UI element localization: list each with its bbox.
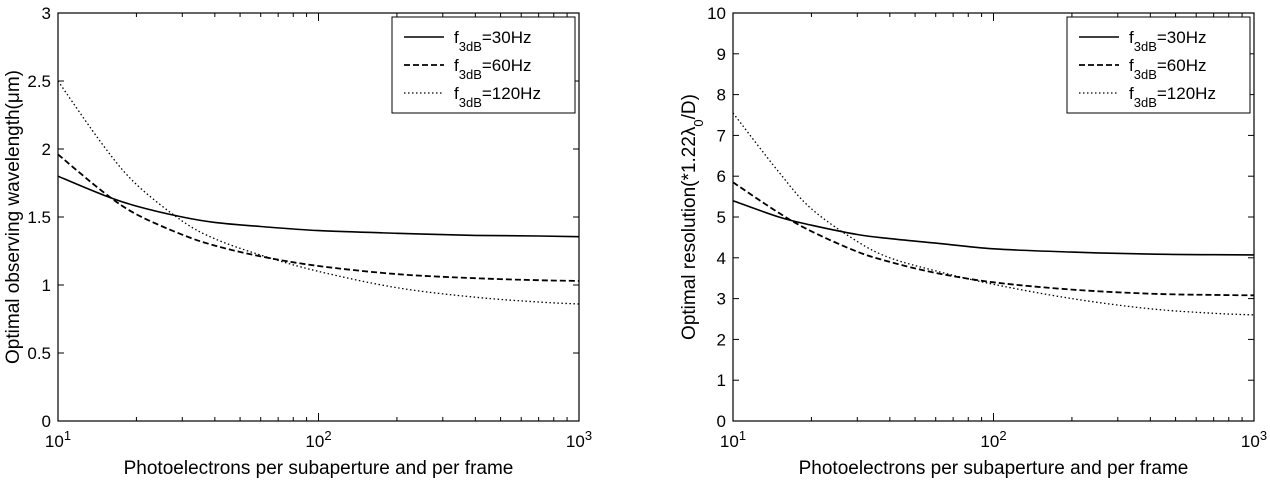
y-tick-label: 1.5: [27, 208, 51, 227]
x-tick-label: 101: [720, 428, 746, 452]
y-tick-label: 1: [42, 276, 51, 295]
x-tick-label: 103: [566, 428, 592, 452]
y-tick-label: 0: [717, 412, 726, 431]
chart-panel-1: 0 0.5 1 1.5 2 2.5 3 101 102 103 Photoelectrons per…: [3, 4, 592, 479]
y-tick-label: 6: [717, 167, 726, 186]
legend-label: f3dB=120Hz: [1129, 84, 1216, 110]
y-tick-label: 3: [717, 290, 726, 309]
legend-label: f3dB=30Hz: [1129, 28, 1207, 54]
legend-label: f3dB=60Hz: [1129, 56, 1207, 82]
y-tick-label: 1: [717, 371, 726, 390]
x-tick-label: 103: [1241, 428, 1267, 452]
series-line-dashed: [732, 181, 1255, 297]
x-axis-label: Photoelectrons per subaperture and per f…: [799, 458, 1189, 479]
y-tick-label: 5: [717, 208, 726, 227]
series-line-dotted: [732, 112, 1255, 316]
x-tick-label: 101: [45, 428, 71, 452]
x-axis-label: Photoelectrons per subaperture and per f…: [124, 458, 514, 479]
y-tick-label: 2.5: [27, 72, 51, 91]
series-line-dotted: [57, 80, 580, 305]
y-tick-label: 7: [717, 126, 726, 145]
x-tick-label: 102: [980, 428, 1006, 452]
chart-panel-2: 0 1 2 3 4 5 6 7 8 9 10 101 102 103 Photoelectrons per …: [679, 4, 1267, 479]
y-tick-label: 2: [42, 140, 51, 159]
x-tick-label: 102: [305, 428, 331, 452]
legend-label: f3dB=30Hz: [454, 28, 532, 54]
y-tick-label: 2: [717, 330, 726, 349]
series-line-dashed: [57, 153, 580, 282]
series-line-solid: [57, 175, 580, 238]
y-tick-label: 9: [717, 45, 726, 64]
legend-label: f3dB=60Hz: [454, 56, 532, 82]
y-axis-label: Optimal observing wavelength(μm): [3, 70, 24, 364]
y-tick-label: 10: [707, 4, 726, 23]
y-axis-label: Optimal resolution(*1.22λ0/D): [679, 94, 706, 340]
y-tick-label: 4: [717, 249, 726, 268]
y-tick-label: 0: [42, 412, 51, 431]
y-tick-label: 8: [717, 86, 726, 105]
legend-label: f3dB=120Hz: [454, 84, 541, 110]
y-tick-label: 3: [42, 4, 51, 23]
series-line-solid: [732, 199, 1255, 256]
y-tick-label: 0.5: [27, 344, 51, 363]
